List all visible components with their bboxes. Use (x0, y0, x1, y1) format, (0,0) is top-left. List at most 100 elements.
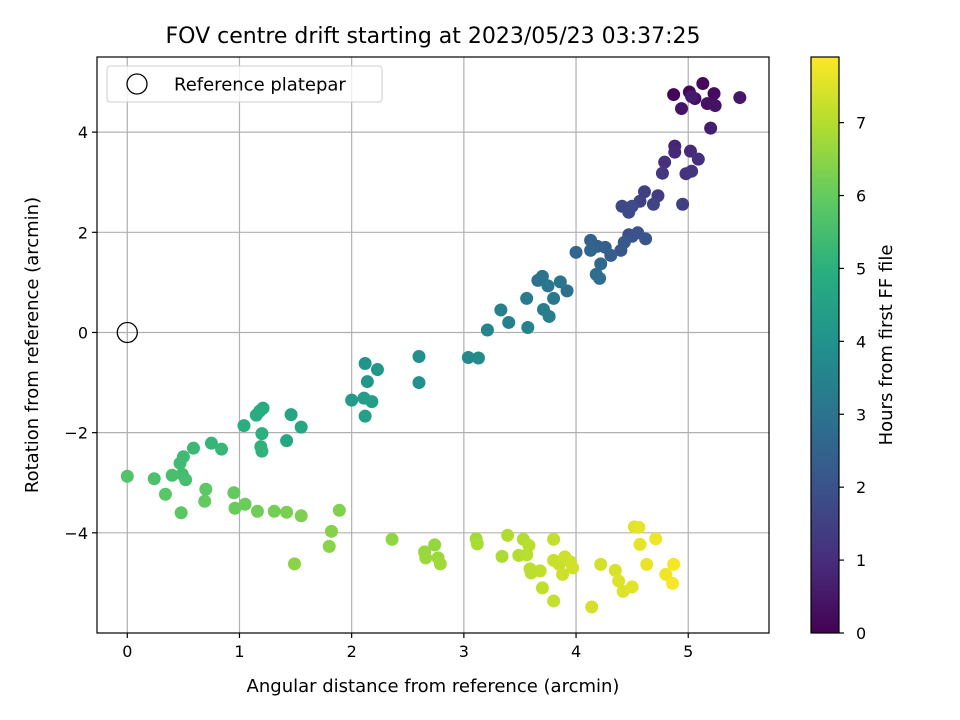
data-point (676, 197, 690, 211)
data-point (691, 152, 705, 166)
colorbar-tick-label: 7 (856, 114, 866, 133)
legend: Reference platepar (106, 65, 383, 103)
colorbar-tick-label: 6 (856, 187, 866, 206)
data-point (322, 539, 336, 553)
colorbar-tick-label: 3 (856, 405, 866, 424)
data-point (179, 473, 193, 487)
data-point (566, 561, 580, 575)
data-point (428, 538, 442, 552)
x-tick-label: 2 (347, 642, 357, 661)
data-point (707, 87, 721, 101)
data-point (667, 88, 681, 102)
data-point (324, 524, 338, 538)
data-point (461, 351, 475, 365)
colorbar-tick-label: 2 (856, 478, 866, 497)
y-tick-label: 4 (78, 123, 88, 142)
data-point (495, 549, 509, 563)
data-point (419, 551, 433, 565)
colorbar-gradient (810, 56, 840, 634)
data-point (533, 564, 547, 578)
data-point (659, 567, 673, 581)
data-point (199, 482, 213, 496)
data-point (542, 309, 556, 323)
data-point (501, 528, 515, 542)
data-point (704, 121, 718, 135)
data-point (584, 243, 598, 257)
y-tick-label: −4 (64, 524, 88, 543)
legend-box (106, 65, 383, 103)
data-point (594, 257, 608, 271)
data-point (370, 363, 384, 377)
x-tick-label: 3 (459, 642, 469, 661)
data-point (520, 291, 534, 305)
data-point (502, 315, 516, 329)
data-point (385, 532, 399, 546)
data-point (685, 164, 699, 178)
data-point (584, 233, 598, 247)
reference-platepar-marker (116, 321, 138, 344)
data-point (165, 468, 179, 482)
data-point (625, 199, 639, 213)
data-point (228, 501, 242, 515)
data-point (520, 548, 534, 562)
data-point (608, 563, 622, 577)
colorbar-label: Hours from first FF file (876, 245, 897, 446)
data-point (666, 576, 680, 590)
x-tick-label: 1 (234, 642, 244, 661)
data-point (294, 509, 308, 523)
data-point (287, 557, 301, 571)
data-point (674, 102, 688, 116)
data-point (332, 503, 346, 517)
data-point (280, 434, 294, 448)
data-point (470, 537, 484, 551)
colorbar-ticks: 0 1 2 3 4 5 6 7 (839, 114, 866, 643)
data-point (733, 91, 747, 105)
data-point (683, 144, 697, 158)
x-tick-label: 0 (122, 642, 132, 661)
x-axis-label: Angular distance from reference (arcmin) (247, 676, 620, 697)
data-point (655, 166, 669, 180)
data-point (553, 275, 567, 289)
data-point (646, 197, 660, 211)
data-point (480, 323, 494, 337)
data-point (541, 279, 555, 293)
reference-marker-group (116, 321, 138, 344)
data-point (708, 99, 722, 113)
data-points (120, 77, 747, 614)
data-point (547, 291, 561, 305)
data-point (521, 320, 535, 334)
plot-frame (96, 56, 770, 634)
legend-reference-marker (126, 73, 148, 95)
data-point (547, 594, 561, 608)
data-point (668, 145, 682, 159)
x-axis-ticks: 0 1 2 3 4 5 (122, 633, 693, 661)
data-point (365, 395, 379, 409)
data-point (215, 442, 229, 456)
colorbar-tick-label: 4 (856, 332, 866, 351)
data-point (173, 456, 187, 470)
data-point (227, 486, 241, 500)
data-point (547, 532, 561, 546)
data-point (433, 557, 447, 571)
data-point (237, 419, 251, 433)
data-point (186, 441, 200, 455)
data-point (255, 444, 269, 458)
colorbar: 0 1 2 3 4 5 6 7 Hours from first FF file (810, 56, 897, 643)
data-point (238, 497, 252, 511)
data-point (358, 357, 372, 371)
colorbar-tick-label: 0 (856, 624, 866, 643)
data-point (556, 567, 570, 581)
chart-title: FOV centre drift starting at 2023/05/23 … (166, 24, 701, 49)
y-tick-label: 2 (78, 223, 88, 242)
data-point (294, 420, 308, 434)
data-point (535, 269, 549, 283)
x-tick-label: 4 (571, 642, 581, 661)
colorbar-tick-label: 5 (856, 259, 866, 278)
data-point (658, 155, 672, 169)
data-point (158, 487, 172, 501)
data-point (617, 235, 631, 249)
data-point (649, 532, 663, 546)
data-point (560, 284, 574, 298)
data-point (280, 505, 294, 519)
